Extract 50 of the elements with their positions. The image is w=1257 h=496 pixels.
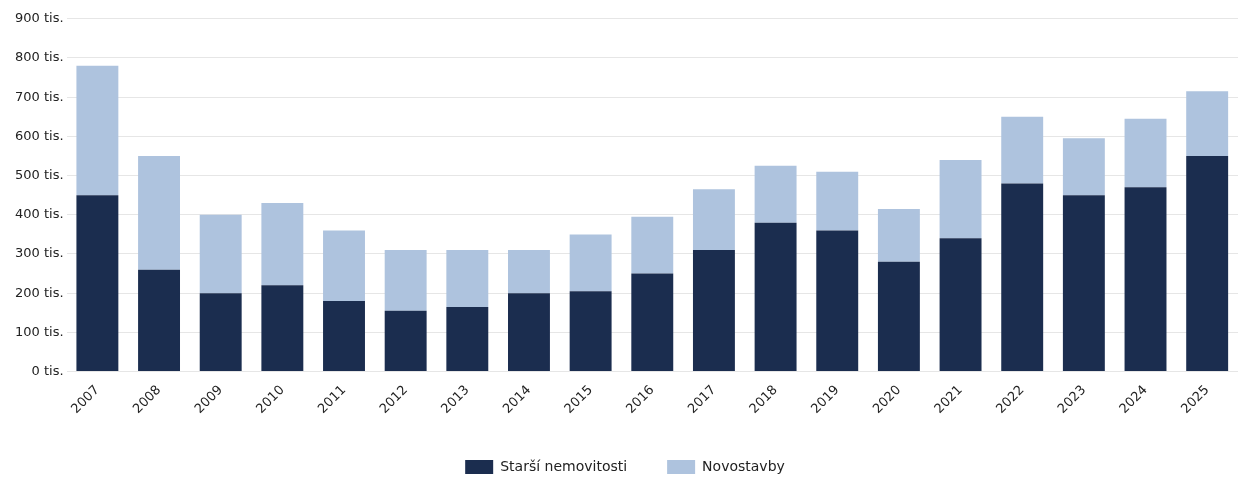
bar bbox=[76, 195, 119, 372]
bar bbox=[384, 310, 427, 372]
bar bbox=[446, 250, 489, 307]
y-tick-label: 500 tis. bbox=[15, 166, 64, 182]
bar bbox=[816, 171, 859, 231]
bar bbox=[323, 230, 365, 302]
bar bbox=[877, 261, 920, 372]
y-tick-label: 600 tis. bbox=[15, 127, 64, 143]
bar bbox=[446, 306, 489, 372]
bar bbox=[199, 214, 242, 294]
bar bbox=[199, 293, 242, 372]
bar bbox=[1001, 116, 1044, 184]
bar bbox=[261, 203, 304, 286]
bar bbox=[1124, 118, 1167, 188]
bar bbox=[754, 165, 797, 223]
bar bbox=[754, 222, 797, 372]
bar bbox=[692, 189, 735, 251]
y-tick-label: 900 tis. bbox=[15, 10, 64, 26]
bar bbox=[631, 273, 674, 372]
bar bbox=[1186, 155, 1229, 372]
bar bbox=[1124, 187, 1167, 372]
y-tick-label: 800 tis. bbox=[15, 49, 64, 65]
bar bbox=[138, 155, 180, 270]
bar bbox=[1062, 195, 1105, 372]
legend-label: Starší nemovitosti bbox=[500, 457, 628, 474]
bar bbox=[816, 230, 859, 372]
bar bbox=[631, 216, 674, 274]
bar bbox=[138, 269, 180, 372]
y-tick-label: 400 tis. bbox=[15, 206, 64, 222]
bar bbox=[76, 65, 119, 196]
bar bbox=[939, 159, 982, 239]
bar bbox=[1062, 138, 1105, 196]
bar bbox=[1186, 91, 1229, 156]
bar bbox=[323, 301, 365, 372]
y-tick-label: 700 tis. bbox=[15, 88, 64, 104]
bar bbox=[508, 250, 550, 294]
bar bbox=[508, 293, 550, 372]
bar bbox=[569, 234, 612, 292]
bar bbox=[569, 291, 612, 372]
bar bbox=[877, 208, 920, 262]
y-tick-label: 300 tis. bbox=[15, 245, 64, 261]
y-tick-label: 0 tis. bbox=[31, 362, 64, 378]
legend-label: Novostavby bbox=[702, 457, 785, 474]
y-tick-label: 200 tis. bbox=[15, 284, 64, 300]
bar bbox=[692, 250, 735, 372]
bar bbox=[1001, 183, 1044, 372]
bar bbox=[939, 238, 982, 372]
bar bbox=[384, 250, 427, 311]
bar bbox=[261, 285, 304, 372]
y-tick-label: 100 tis. bbox=[15, 323, 64, 339]
